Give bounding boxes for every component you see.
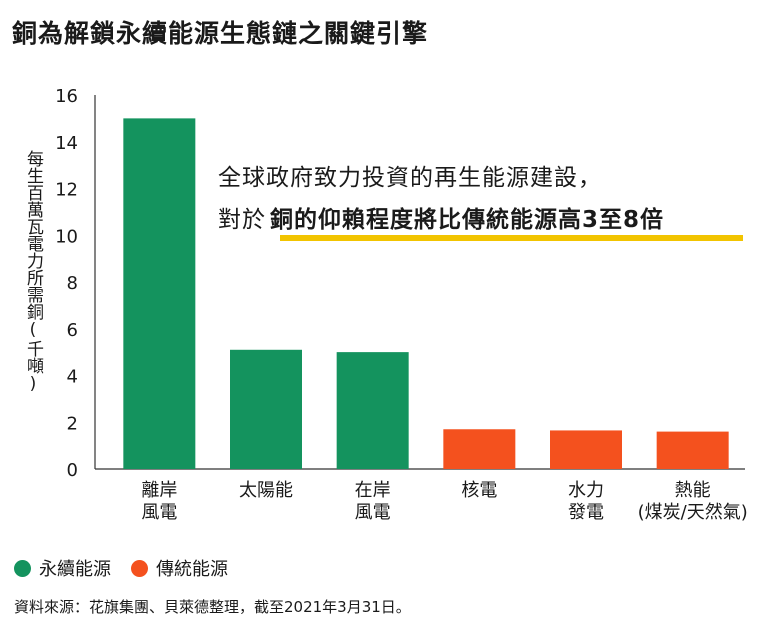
- x-tick-label: 風電: [141, 502, 177, 523]
- bar: [230, 349, 302, 469]
- bar: [550, 430, 622, 469]
- y-tick-label: 4: [67, 367, 78, 388]
- legend-swatch-traditional: [131, 559, 148, 577]
- x-tick-label: 核電: [461, 480, 497, 501]
- bar: [336, 352, 409, 469]
- chart-title: 銅為解鎖永續能源生態鏈之關鍵引擎: [12, 19, 429, 48]
- bar: [123, 118, 196, 469]
- legend-label-sustainable: 永續能源: [39, 559, 111, 580]
- y-tick-label: 14: [55, 133, 78, 154]
- y-tick-label: 2: [67, 413, 78, 434]
- bar: [656, 431, 729, 469]
- y-tick-label: 6: [67, 320, 78, 341]
- y-tick-label: 8: [67, 273, 78, 294]
- x-tick-label: (煤炭/天然氣): [638, 502, 748, 523]
- x-tick-label: 太陽能: [239, 480, 293, 501]
- y-axis-label: 每生百萬瓦電力所需銅(千噸): [23, 150, 43, 394]
- annotation-line-1: 全球政府致力投資的再生能源建設，: [218, 165, 602, 191]
- bar: [443, 429, 516, 469]
- x-tick-label: 風電: [355, 502, 391, 523]
- legend-item-sustainable: 永續能源: [14, 555, 111, 581]
- y-tick-label: 10: [55, 226, 78, 247]
- annotation-bold: 銅的仰賴程度將比傳統能源高3至8倍: [270, 207, 665, 233]
- legend-label-traditional: 傳統能源: [156, 559, 228, 580]
- annotation-prefix: 對於: [218, 207, 266, 233]
- y-tick-label: 0: [67, 460, 78, 481]
- annotation-line-2: 對於 銅的仰賴程度將比傳統能源高3至8倍: [218, 200, 664, 234]
- legend-swatch-sustainable: [14, 559, 31, 577]
- x-tick-label: 在岸: [355, 480, 391, 501]
- x-tick-label: 發電: [568, 502, 604, 523]
- annotation-highlight: [280, 235, 743, 241]
- y-tick-label: 16: [55, 86, 78, 107]
- source-note: 資料來源：花旗集團、貝萊德整理，截至2021年3月31日。: [14, 598, 411, 616]
- y-tick-label: 12: [55, 180, 78, 201]
- x-tick-label: 離岸: [141, 480, 177, 501]
- legend-item-traditional: 傳統能源: [131, 555, 228, 581]
- x-tick-label: 水力: [568, 480, 604, 501]
- x-tick-label: 熱能: [675, 480, 711, 501]
- legend: 永續能源 傳統能源: [14, 555, 248, 581]
